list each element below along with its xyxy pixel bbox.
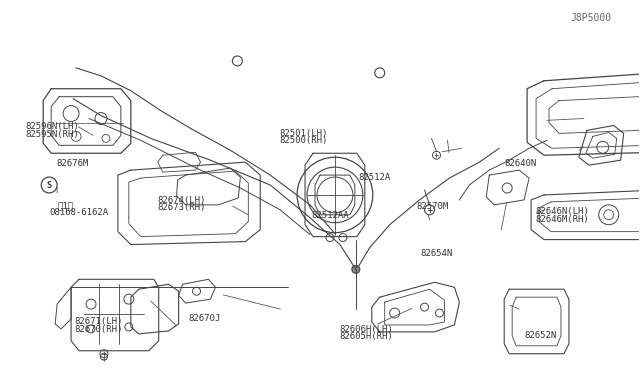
Text: 82673(RH): 82673(RH) [157,203,206,212]
Text: 、1）: 、1） [58,201,74,210]
Text: J8P5000: J8P5000 [571,13,612,23]
Text: 82646N(LH): 82646N(LH) [536,207,589,217]
Text: 82512AA: 82512AA [312,211,349,220]
Circle shape [352,265,360,273]
Text: 82570M: 82570M [417,202,449,211]
Text: 82501(LH): 82501(LH) [280,129,328,138]
Text: 82640N: 82640N [505,159,537,169]
Text: 82646M(RH): 82646M(RH) [536,215,589,224]
Text: 82670(RH): 82670(RH) [75,325,123,334]
Text: 82595N(RH): 82595N(RH) [26,130,79,139]
Text: 82654N: 82654N [420,249,453,258]
Text: 82671(LH): 82671(LH) [75,317,123,326]
Text: 82512A: 82512A [359,173,391,182]
Text: S: S [47,180,52,189]
Text: 82676M: 82676M [57,158,89,168]
Text: 82606H(LH): 82606H(LH) [339,325,393,334]
Text: 82605H(RH): 82605H(RH) [339,332,393,341]
Text: 82500(RH): 82500(RH) [280,137,328,145]
Text: 82596N(LH): 82596N(LH) [26,122,79,131]
Text: 82652N: 82652N [524,331,556,340]
Text: 08168-6162A: 08168-6162A [49,208,108,217]
Text: 82670J: 82670J [188,314,220,323]
Text: 82674(LH): 82674(LH) [157,196,206,205]
